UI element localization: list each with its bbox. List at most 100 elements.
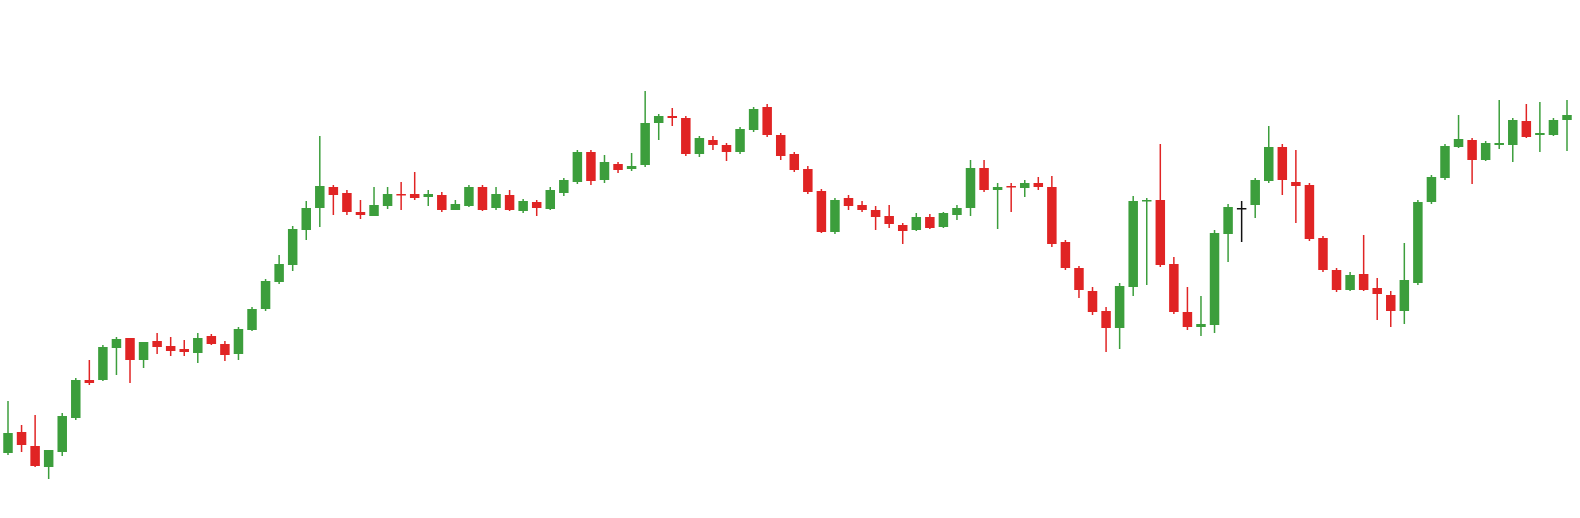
candle-body [1277,147,1288,180]
candle-body [287,229,298,265]
candle-body [572,152,583,182]
candle-body [1209,233,1220,325]
candle-body [1060,242,1071,268]
candle-body [1548,120,1559,135]
candle-body [423,194,434,197]
candle-body [1155,200,1166,265]
candle-body [1399,280,1410,311]
candle-body [1331,270,1342,290]
candle-body [57,416,67,452]
candle-body [613,164,623,170]
candle-body [925,217,935,228]
candle-body [681,118,691,154]
candle-body [870,210,881,217]
candle-body [803,169,813,192]
candle-body [1169,264,1179,312]
candle-body [477,187,488,210]
candle-body [1426,177,1437,202]
candle-body [1562,115,1572,120]
candle-body [125,338,135,360]
candle-body [138,342,149,360]
candle-body [559,180,569,193]
candle-body [165,346,176,351]
candle-body [206,336,217,344]
candle-body [193,338,203,353]
candle-body [694,138,705,154]
candle-body [220,344,230,355]
candle-body [667,116,678,118]
candle-body [857,205,867,210]
candle-body [84,380,95,383]
candle-body [545,190,556,209]
candle-body [1223,207,1233,234]
candle-body [179,349,189,352]
candle-body [952,208,962,215]
candle-body [1358,274,1369,290]
candle-body [1250,180,1260,205]
candle-body [369,205,379,216]
candle-body [1047,187,1057,244]
candle-body [152,341,162,347]
candle-body [247,309,257,330]
candle-body [1074,268,1084,290]
candle-body [599,162,610,180]
candle-body [301,208,311,230]
candle-body [1372,288,1382,294]
candle-body [1128,201,1138,287]
candle-body [1318,238,1328,270]
candle-body [43,450,54,467]
candle-body [1345,275,1355,290]
candle-body [1494,143,1504,145]
candle-body [1521,121,1532,137]
candle-body [843,198,854,206]
candle-body [355,212,366,215]
candle-body [1006,186,1016,188]
candle-body [626,166,637,169]
candle-body [111,339,122,348]
candle-body [653,116,664,123]
candle-body [1196,324,1206,327]
candle-body [830,200,840,232]
candle-body [1440,146,1450,178]
candle-body [260,281,271,309]
candle-body [491,194,501,208]
candle-body [328,187,339,195]
candle-body [979,168,989,190]
candle-body [789,154,800,170]
candle-body [1413,202,1423,283]
candle-body [1386,295,1396,311]
candle-body [1535,133,1545,135]
candle-body [965,168,976,208]
candle-body [1508,120,1518,145]
candle-body [531,202,542,208]
candle-body [30,446,40,466]
candle-body [382,194,393,206]
candle-body [71,380,81,418]
candle-body [98,347,108,380]
candle-body [708,140,718,145]
candle-body [1264,147,1274,181]
candle-body [1019,183,1030,188]
candle-body [816,191,827,232]
candle-body [586,152,596,181]
candle-body [315,186,325,208]
candle-body [735,129,745,152]
candle-body [992,187,1003,190]
candle-body [464,187,474,206]
candle-body [748,109,759,130]
candle-body [884,216,894,224]
candle-body [233,329,244,354]
candle-body [1182,312,1193,327]
candle-body [1141,200,1152,202]
candle-body [437,195,447,210]
candle-body [274,264,284,282]
candle-body [1304,185,1315,239]
candle-body [640,123,650,165]
candle-body [409,194,420,198]
candle-body [1236,208,1247,210]
candle-body [1453,139,1464,147]
candle-body [1101,311,1111,328]
candle-body [396,194,406,196]
candle-body [938,213,949,227]
